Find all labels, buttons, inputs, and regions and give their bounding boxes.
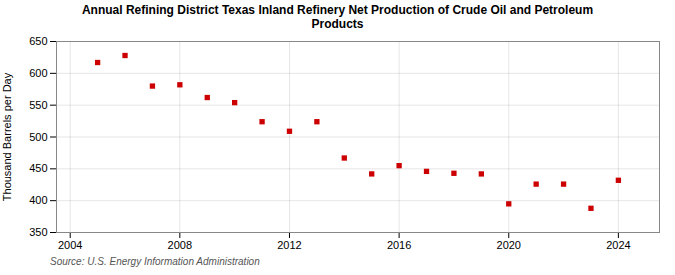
svg-text:650: 650 bbox=[29, 35, 47, 47]
html-text:Annual Refining District Texas: Annual Refining District Texas Inland Re… bbox=[81, 3, 594, 31]
svg-text:350: 350 bbox=[29, 226, 47, 238]
svg-text:2012: 2012 bbox=[277, 239, 301, 251]
svg-text:Thousand Barrels per Day: Thousand Barrels per Day bbox=[1, 72, 13, 201]
svg-text:2004: 2004 bbox=[58, 239, 82, 251]
svg-text:2024: 2024 bbox=[606, 239, 630, 251]
svg-text:550: 550 bbox=[29, 99, 47, 111]
svg-text:400: 400 bbox=[29, 194, 47, 206]
svg-text:2020: 2020 bbox=[497, 239, 521, 251]
svg-text:2008: 2008 bbox=[168, 239, 192, 251]
svg-text:2016: 2016 bbox=[387, 239, 411, 251]
svg-text:450: 450 bbox=[29, 162, 47, 174]
svg-text:500: 500 bbox=[29, 131, 47, 143]
svg-text:600: 600 bbox=[29, 67, 47, 79]
html-text:Source: U.S. Energy Informatio: Source: U.S. Energy Information Administ… bbox=[50, 256, 260, 267]
